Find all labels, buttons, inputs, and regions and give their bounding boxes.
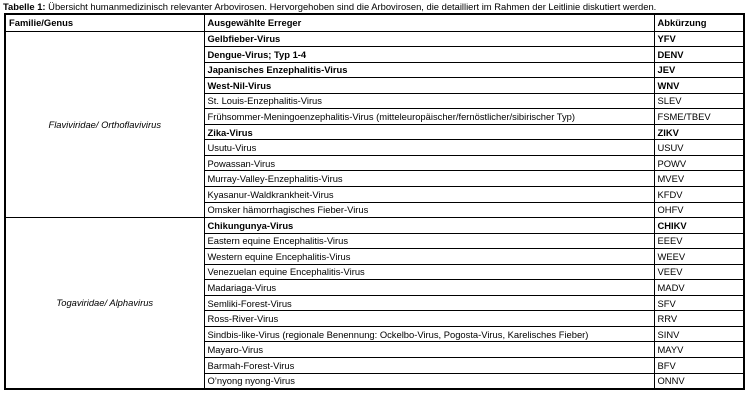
- virus-row: Mayaro-Virus MAYV: [5, 341, 745, 358]
- col-header-abkuerzung: Abkürzung: [653, 13, 745, 32]
- erreger-cell: Murray-Valley-Enzephalitis-Virus: [203, 170, 655, 187]
- erreger-cell: Mayaro-Virus: [203, 341, 655, 358]
- abkuerzung-cell: MAYV: [653, 341, 745, 358]
- virus-row: Togaviridae/ Alphavirus Chikungunya-Virus…: [4, 217, 745, 390]
- virus-row: Madariaga-Virus MADV: [5, 279, 745, 296]
- virus-row: Zika-Virus ZIKV: [5, 123, 745, 141]
- erreger-cell: Sindbis-like-Virus (regionale Benennung:…: [203, 325, 655, 343]
- erreger-cell: Chikungunya-Virus: [203, 217, 655, 234]
- abkuerzung-cell: WEEV: [653, 248, 745, 265]
- abkuerzung-cell: BFV: [653, 356, 745, 374]
- erreger-cell: Usutu-Virus: [203, 139, 655, 156]
- erreger-cell: Powassan-Virus: [203, 154, 655, 172]
- abkuerzung-cell: EEEV: [653, 232, 745, 250]
- virus-row: Omsker hämorrhagisches Fieber-Virus OHFV: [5, 201, 745, 219]
- erreger-cell: Kyasanur-Waldkrankheit-Virus: [203, 185, 655, 203]
- erreger-cell: Dengue-Virus; Typ 1-4: [203, 46, 655, 63]
- erreger-cell: Barmah-Forest-Virus: [203, 356, 655, 374]
- abkuerzung-cell: VEEV: [653, 263, 745, 281]
- erreger-cell: West-Nil-Virus: [203, 77, 655, 94]
- virus-row: Flaviviridae/ Orthoflavivirus Gelbfieber-…: [4, 30, 745, 219]
- abkuerzung-cell: RRV: [653, 310, 745, 327]
- abkuerzung-cell: SFV: [653, 294, 745, 312]
- col-header-ausgewaehlte-erreger: Ausgewählte Erreger: [203, 13, 655, 32]
- family-genus-cell: Flaviviridae/ Orthoflavivirus: [4, 30, 205, 219]
- abkuerzung-cell: CHIKV: [653, 217, 745, 234]
- virus-row: Eastern equine Encephalitis-Virus EEEV: [5, 232, 745, 250]
- erreger-cell: Japanisches Enzephalitis-Virus: [203, 61, 655, 79]
- erreger-cell: St. Louis-Enzephalitis-Virus: [203, 92, 655, 110]
- abkuerzung-cell: SLEV: [653, 92, 745, 110]
- virus-row: Barmah-Forest-Virus BFV: [5, 356, 745, 374]
- virus-row: O’nyong nyong-Virus ONNV: [5, 372, 745, 390]
- erreger-cell: Eastern equine Encephalitis-Virus: [203, 232, 655, 250]
- erreger-cell: Ross-River-Virus: [203, 310, 655, 327]
- erreger-cell: Madariaga-Virus: [203, 279, 655, 296]
- abkuerzung-cell: YFV: [653, 30, 745, 48]
- virus-row: Sindbis-like-Virus (regionale Benennung:…: [5, 325, 745, 343]
- virus-row: Frühsommer-Meningoenzephalitis-Virus (mi…: [5, 108, 745, 125]
- erreger-cell: Gelbfieber-Virus: [203, 30, 655, 48]
- abkuerzung-cell: MADV: [653, 279, 745, 296]
- abkuerzung-cell: FSME/TBEV: [653, 108, 745, 125]
- abkuerzung-cell: POWV: [653, 154, 745, 172]
- table-caption-text: Übersicht humanmedizinisch relevanter Ar…: [45, 1, 657, 12]
- document-page: Tabelle 1: Übersicht humanmedizinisch re…: [0, 0, 747, 390]
- abkuerzung-cell: MVEV: [653, 170, 745, 187]
- abkuerzung-cell: KFDV: [653, 185, 745, 203]
- table-caption-label: Tabelle 1:: [3, 1, 46, 12]
- abkuerzung-cell: JEV: [653, 61, 745, 79]
- col-header-familie-genus: Familie/Genus: [4, 13, 205, 32]
- abkuerzung-cell: DENV: [653, 46, 745, 63]
- abkuerzung-cell: USUV: [653, 139, 745, 156]
- arbovirus-table: Familie/Genus Ausgewählte Erreger Abkürz…: [4, 13, 745, 390]
- erreger-cell: Frühsommer-Meningoenzephalitis-Virus (mi…: [203, 108, 655, 125]
- erreger-cell: Venezuelan equine Encephalitis-Virus: [203, 263, 655, 281]
- table-caption: Tabelle 1: Übersicht humanmedizinisch re…: [0, 0, 747, 13]
- abkuerzung-cell: WNV: [653, 77, 745, 94]
- header-row: Familie/Genus Ausgewählte Erreger Abkürz…: [4, 13, 745, 32]
- erreger-cell: Western equine Encephalitis-Virus: [203, 248, 655, 265]
- abkuerzung-cell: SINV: [653, 325, 745, 343]
- virus-row: Semliki-Forest-Virus SFV: [5, 294, 745, 312]
- erreger-cell: Semliki-Forest-Virus: [203, 294, 655, 312]
- abkuerzung-cell: ONNV: [653, 372, 745, 390]
- family-genus-cell: Togaviridae/ Alphavirus: [4, 217, 205, 390]
- virus-row: St. Louis-Enzephalitis-Virus SLEV: [5, 92, 745, 110]
- abkuerzung-cell: OHFV: [653, 201, 745, 219]
- erreger-cell: Omsker hämorrhagisches Fieber-Virus: [203, 201, 655, 219]
- erreger-cell: O’nyong nyong-Virus: [203, 372, 655, 390]
- virus-row: Kyasanur-Waldkrankheit-Virus KFDV: [5, 185, 745, 203]
- abkuerzung-cell: ZIKV: [653, 123, 745, 141]
- virus-row: Japanisches Enzephalitis-Virus JEV: [5, 61, 745, 79]
- erreger-cell: Zika-Virus: [203, 123, 655, 141]
